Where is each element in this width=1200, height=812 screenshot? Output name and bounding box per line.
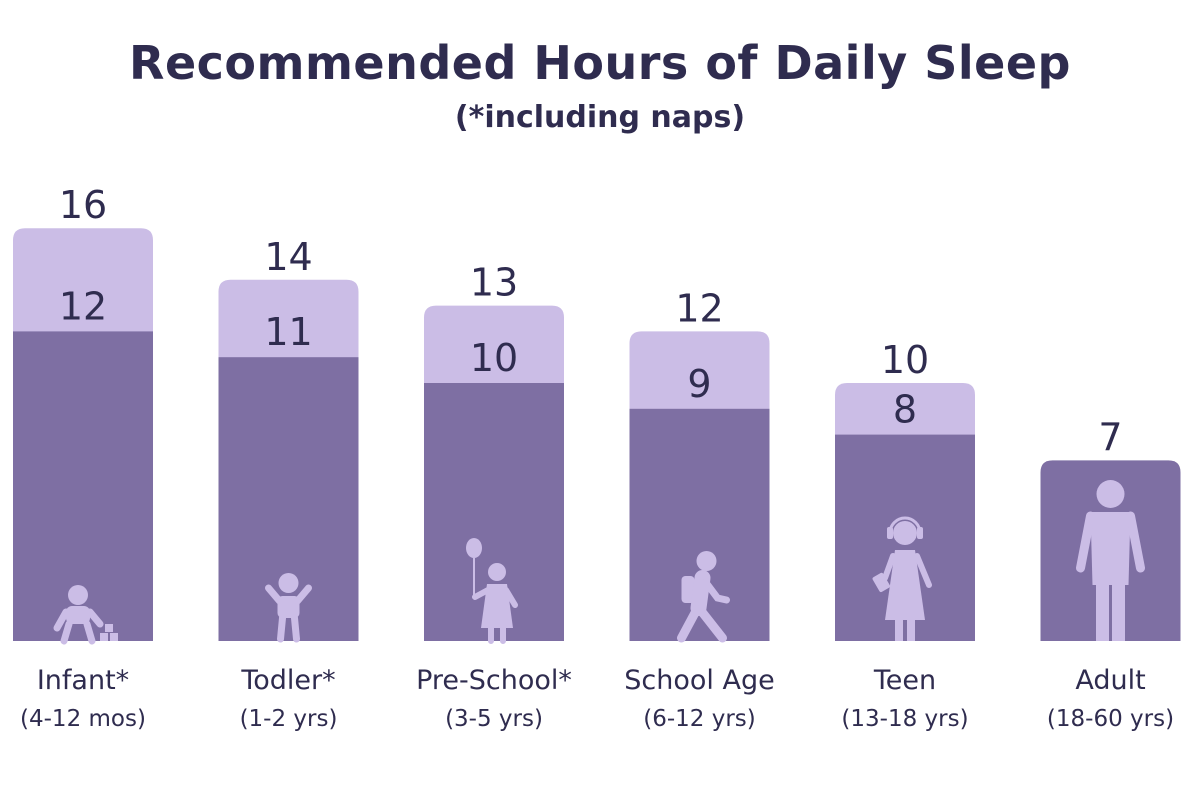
- min-value-label: 11: [264, 310, 312, 354]
- category-label: Pre-School*: [416, 665, 572, 696]
- category-label: Adult: [1075, 665, 1145, 696]
- category-label: Infant*: [37, 665, 129, 696]
- category-label: School Age: [624, 665, 774, 696]
- min-value-label: 12: [59, 284, 107, 328]
- bar-min: [218, 357, 359, 641]
- category-label: Teen: [873, 665, 936, 696]
- max-value-label: 7: [1098, 415, 1122, 459]
- chart-subtitle: (*including naps): [454, 100, 746, 135]
- bar-group-4: 12 9 School Age (6-12 yrs): [624, 286, 774, 732]
- child-with-balloon-icon: [466, 538, 518, 644]
- bar-group-3: 13 10 Pre-School* (3-5 yrs): [416, 261, 572, 732]
- walking-child-icon: [677, 551, 730, 643]
- baby-icon: [53, 585, 118, 645]
- max-value-label: 14: [264, 235, 312, 279]
- adult-icon: [1076, 480, 1145, 641]
- min-value-label: 8: [893, 388, 917, 432]
- bar-group-1: 16 12 Infant* (4-12 mos): [13, 183, 153, 732]
- age-range-label: (3-5 yrs): [445, 706, 543, 732]
- max-value-label: 16: [59, 183, 107, 227]
- bar-group-5: 10 8 Teen (13-18 yrs): [835, 338, 975, 732]
- max-value-label: 13: [470, 261, 518, 305]
- max-value-label: 10: [881, 338, 929, 382]
- age-range-label: (18-60 yrs): [1047, 706, 1174, 732]
- bar-group-2: 14 11 Todler* (1-2 yrs): [218, 235, 359, 732]
- bar-group-6: 7 Adult (18-60 yrs): [1040, 415, 1181, 732]
- max-value-label: 12: [675, 286, 723, 330]
- age-range-label: (13-18 yrs): [841, 706, 968, 732]
- teen-with-headphones-icon: [872, 516, 932, 641]
- min-value-label: 9: [687, 362, 711, 406]
- age-range-label: (6-12 yrs): [643, 706, 756, 732]
- min-value-label: 10: [470, 336, 518, 380]
- age-range-label: (1-2 yrs): [240, 706, 338, 732]
- chart-title: Recommended Hours of Daily Sleep: [129, 36, 1071, 90]
- category-label: Todler*: [240, 665, 335, 696]
- toddler-icon: [265, 573, 312, 643]
- age-range-label: (4-12 mos): [20, 706, 146, 732]
